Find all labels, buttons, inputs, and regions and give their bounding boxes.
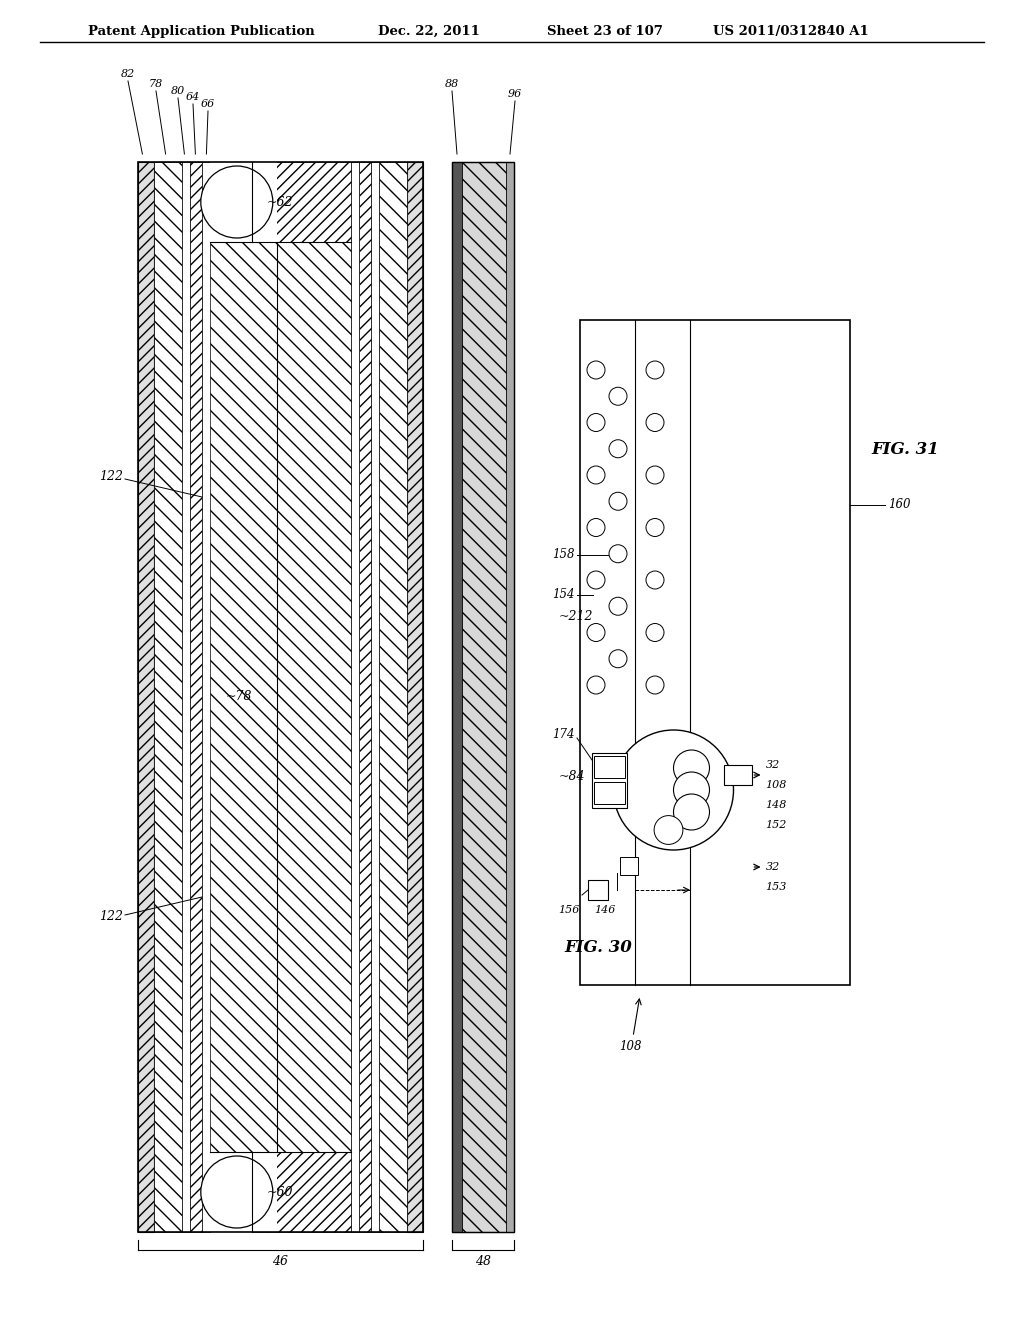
- Text: 32: 32: [766, 862, 779, 873]
- Text: 48: 48: [475, 1255, 490, 1269]
- Bar: [154, 162, 182, 1232]
- Bar: [210, 242, 278, 1152]
- Circle shape: [646, 360, 664, 379]
- Bar: [724, 766, 752, 785]
- Text: 122: 122: [99, 911, 123, 924]
- Text: 78: 78: [148, 79, 163, 88]
- Bar: [278, 242, 351, 1152]
- Bar: [452, 162, 514, 1232]
- Text: 146: 146: [594, 906, 615, 915]
- Bar: [138, 162, 423, 1232]
- Text: 158: 158: [553, 549, 575, 561]
- Bar: [588, 880, 608, 900]
- Bar: [452, 162, 514, 1232]
- Text: 174: 174: [553, 729, 575, 742]
- Text: 82: 82: [121, 69, 135, 79]
- Bar: [580, 319, 850, 985]
- Bar: [190, 162, 202, 1232]
- Circle shape: [613, 730, 733, 850]
- Circle shape: [587, 572, 605, 589]
- Text: 160: 160: [888, 499, 910, 511]
- Circle shape: [587, 360, 605, 379]
- Circle shape: [587, 623, 605, 642]
- Circle shape: [646, 519, 664, 536]
- Text: 153: 153: [766, 882, 786, 892]
- Circle shape: [609, 649, 627, 668]
- Bar: [210, 162, 278, 242]
- Bar: [371, 162, 379, 1232]
- Text: ~60: ~60: [267, 1185, 293, 1199]
- Text: 108: 108: [766, 780, 786, 789]
- Text: FIG. 31: FIG. 31: [871, 441, 939, 458]
- Bar: [359, 162, 371, 1232]
- Text: ~78: ~78: [225, 690, 252, 704]
- Text: 80: 80: [171, 86, 185, 96]
- Text: ~84: ~84: [559, 771, 586, 784]
- Text: Sheet 23 of 107: Sheet 23 of 107: [547, 25, 663, 38]
- Bar: [210, 1152, 278, 1232]
- Circle shape: [587, 413, 605, 432]
- Text: 154: 154: [553, 589, 575, 602]
- Text: 108: 108: [618, 1040, 641, 1053]
- Text: 46: 46: [272, 1255, 289, 1269]
- Bar: [506, 162, 514, 1232]
- Bar: [210, 162, 351, 1232]
- Bar: [620, 857, 638, 875]
- Circle shape: [587, 676, 605, 694]
- Circle shape: [654, 816, 683, 845]
- Bar: [379, 162, 407, 1232]
- Text: 122: 122: [99, 470, 123, 483]
- Text: Dec. 22, 2011: Dec. 22, 2011: [378, 25, 480, 38]
- Circle shape: [646, 413, 664, 432]
- Bar: [252, 1152, 351, 1232]
- Bar: [138, 162, 154, 1232]
- Circle shape: [674, 795, 710, 830]
- Circle shape: [587, 466, 605, 484]
- Bar: [594, 756, 625, 777]
- Text: 152: 152: [766, 820, 786, 830]
- Circle shape: [646, 572, 664, 589]
- Circle shape: [609, 440, 627, 458]
- Circle shape: [674, 772, 710, 808]
- Circle shape: [587, 519, 605, 536]
- Bar: [252, 162, 351, 242]
- Text: ~212: ~212: [559, 610, 594, 623]
- Bar: [452, 162, 462, 1232]
- Circle shape: [609, 597, 627, 615]
- Bar: [594, 781, 625, 804]
- Text: 32: 32: [766, 760, 779, 770]
- Circle shape: [674, 750, 710, 785]
- Bar: [202, 162, 210, 1232]
- Bar: [351, 162, 359, 1232]
- Circle shape: [609, 387, 627, 405]
- Text: US 2011/0312840 A1: US 2011/0312840 A1: [713, 25, 868, 38]
- Text: 66: 66: [201, 99, 215, 110]
- Circle shape: [646, 623, 664, 642]
- Circle shape: [201, 1156, 272, 1228]
- Text: 148: 148: [766, 800, 786, 810]
- Text: 96: 96: [508, 88, 522, 99]
- Circle shape: [609, 492, 627, 511]
- Circle shape: [201, 166, 272, 238]
- Circle shape: [646, 466, 664, 484]
- Circle shape: [646, 676, 664, 694]
- Bar: [407, 162, 423, 1232]
- Text: Patent Application Publication: Patent Application Publication: [88, 25, 314, 38]
- Bar: [182, 162, 190, 1232]
- Bar: [592, 752, 627, 808]
- Text: 88: 88: [444, 79, 459, 88]
- Circle shape: [609, 545, 627, 562]
- Text: ~62: ~62: [267, 195, 293, 209]
- Text: 64: 64: [186, 92, 200, 102]
- Text: FIG. 30: FIG. 30: [564, 939, 632, 956]
- Text: 156: 156: [559, 906, 580, 915]
